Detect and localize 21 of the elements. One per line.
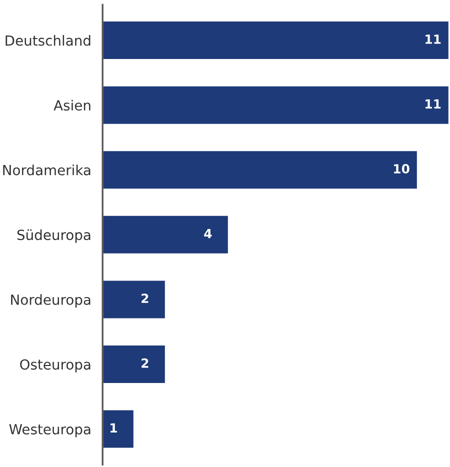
y-tick-label: Westeuropa xyxy=(9,424,90,438)
bar xyxy=(102,150,418,190)
y-tick-label: Osteuropa xyxy=(20,359,90,372)
bar xyxy=(102,20,450,60)
data-label: 10 xyxy=(394,164,410,174)
bar xyxy=(102,279,166,320)
data-label: 1 xyxy=(110,423,117,432)
data-label: 11 xyxy=(426,99,441,109)
data-label: 4 xyxy=(204,229,212,238)
data-label: 2 xyxy=(142,358,148,368)
y-tick-label: Südeuropa xyxy=(17,229,90,243)
y-tick-label: Nordamerika xyxy=(3,164,90,176)
data-label: 11 xyxy=(426,34,441,44)
y-tick-label: Deutschland xyxy=(6,35,90,46)
y-tick-label: Asien xyxy=(54,100,90,111)
y-tick-label: Nordeuropa xyxy=(11,294,90,308)
bar xyxy=(102,84,450,126)
bar xyxy=(102,344,166,384)
bar xyxy=(102,214,230,255)
data-label: 2 xyxy=(142,294,148,303)
bar xyxy=(102,408,135,450)
